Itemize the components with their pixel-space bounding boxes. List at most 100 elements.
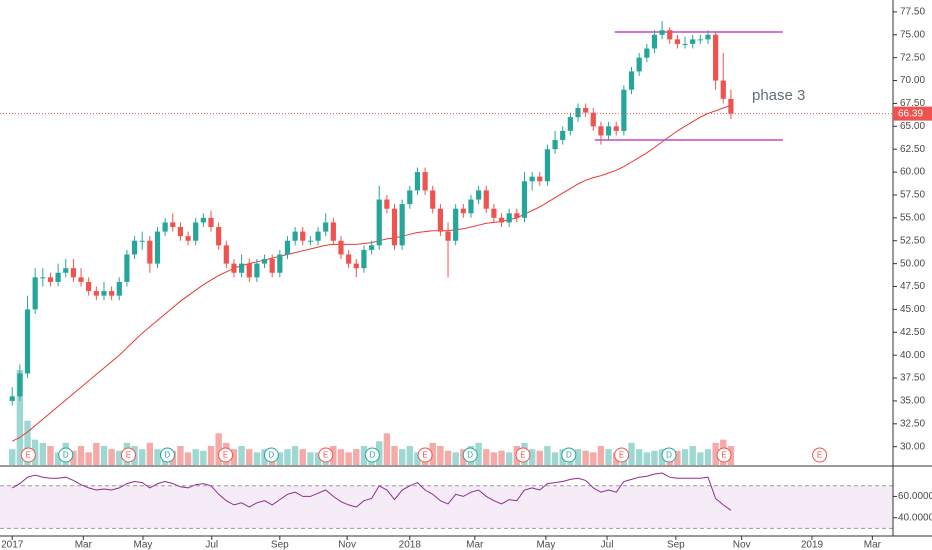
candle-body [583,108,589,113]
candle-body [628,71,635,90]
volume-bar [284,449,291,465]
volume-bar [536,450,543,465]
candle-body [55,272,61,282]
volume-bar [597,446,605,465]
event-marker [364,447,380,463]
volume-bar [383,433,391,465]
y-tick-label: 30.00 [900,441,925,452]
x-tick-label: Mar [864,540,882,550]
candle-body [368,245,375,250]
event-marker [120,447,136,463]
volume-bar [77,446,85,465]
candle-body [78,277,84,282]
candle-body [384,199,390,209]
volume-bar [299,449,306,465]
candle-body [713,34,719,81]
candle-body [575,108,581,118]
candle-body [521,181,528,218]
volume-bar [628,442,635,465]
candle-body [376,199,382,246]
event-label: D [369,451,375,460]
candle-body [613,126,619,131]
candle-body [17,373,23,397]
x-tick-label: 2017 [1,540,24,550]
candle-body [109,291,115,296]
y-tick-label: 55.00 [900,212,925,223]
volume-bar [651,450,658,465]
volume-bar [483,449,490,465]
event-marker [661,447,677,463]
candle-body [47,277,54,282]
candle-body [460,208,466,214]
event-marker [614,447,630,463]
candle-body [154,231,161,264]
volume-bar [314,452,322,465]
candle-body [147,240,153,264]
y-tick-label: 72.50 [900,52,925,63]
y-tick-label: 57.50 [900,190,925,201]
candle-body [116,281,122,296]
candle-body [284,240,291,255]
y-tick-label: 77.50 [900,7,925,18]
volume-bar [444,450,452,465]
rsi-band [0,485,893,529]
candle-body [621,89,627,131]
volume-bar [116,450,123,465]
candle-body [445,231,451,241]
candle-body [483,190,489,209]
event-marker [318,447,334,463]
candle-body [644,48,650,58]
candle-body [567,117,573,131]
candle-body [238,263,245,273]
candle-body [40,277,46,279]
candle-body [399,204,405,246]
x-tick-label: Sep [667,540,685,550]
x-tick-label: 2019 [801,540,824,550]
volume-bar [528,449,536,465]
candle-body [544,149,551,182]
event-label: E [619,451,624,460]
event-marker [561,447,577,463]
candle-body [63,268,69,273]
candle-body [361,249,367,269]
y-tick-label: 67.50 [900,98,925,109]
candle-body [24,309,31,374]
volume-bar [406,446,414,465]
candle-body [200,217,206,223]
y-tick-label: 62.50 [900,144,925,155]
volume-bar [70,450,77,465]
y-tick-label: 32.50 [900,418,925,429]
x-tick-label: Jul [205,540,218,550]
volume-bar [246,449,253,465]
x-tick-label: 2018 [399,540,422,550]
candle-body [674,39,680,44]
volume-bar [192,449,199,465]
candle-body [682,43,688,45]
candle-body [529,176,535,182]
candle-body [254,263,260,278]
volume-bar [330,446,337,465]
volume-bar [291,446,299,465]
candle-body [667,30,673,40]
volume-bar [437,446,444,465]
candle-body [697,39,703,41]
event-label: D [467,451,473,460]
candle-body [659,30,665,35]
y-tick-label: 40.0000 [898,512,932,523]
candle-body [498,217,505,223]
candle-body [93,291,99,296]
volume-bar [391,446,398,465]
volume-bar [582,450,589,465]
event-label: E [26,451,31,460]
volume-bar [475,442,482,465]
last-price-label: 66.39 [898,109,923,120]
y-tick-label: 65.00 [900,121,925,132]
event-label: E [520,451,525,460]
y-tick-label: 60.0000 [898,491,932,502]
candle-body [720,80,726,99]
y-tick-label: 40.00 [900,350,925,361]
volume-bar [697,452,704,465]
volume-bar [590,452,597,465]
candle-body [338,240,344,255]
